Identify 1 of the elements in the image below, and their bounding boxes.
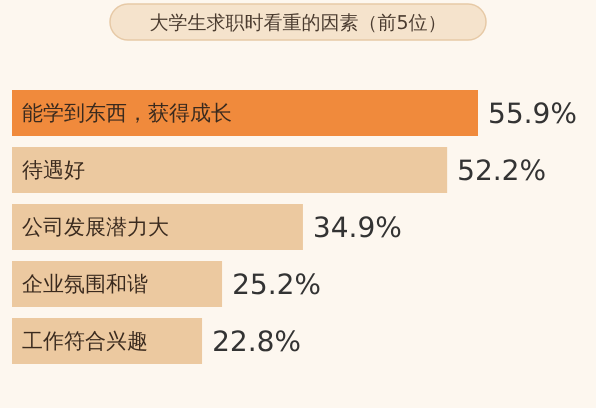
title: 大学生求职时看重的因素（前5位） <box>149 12 447 34</box>
